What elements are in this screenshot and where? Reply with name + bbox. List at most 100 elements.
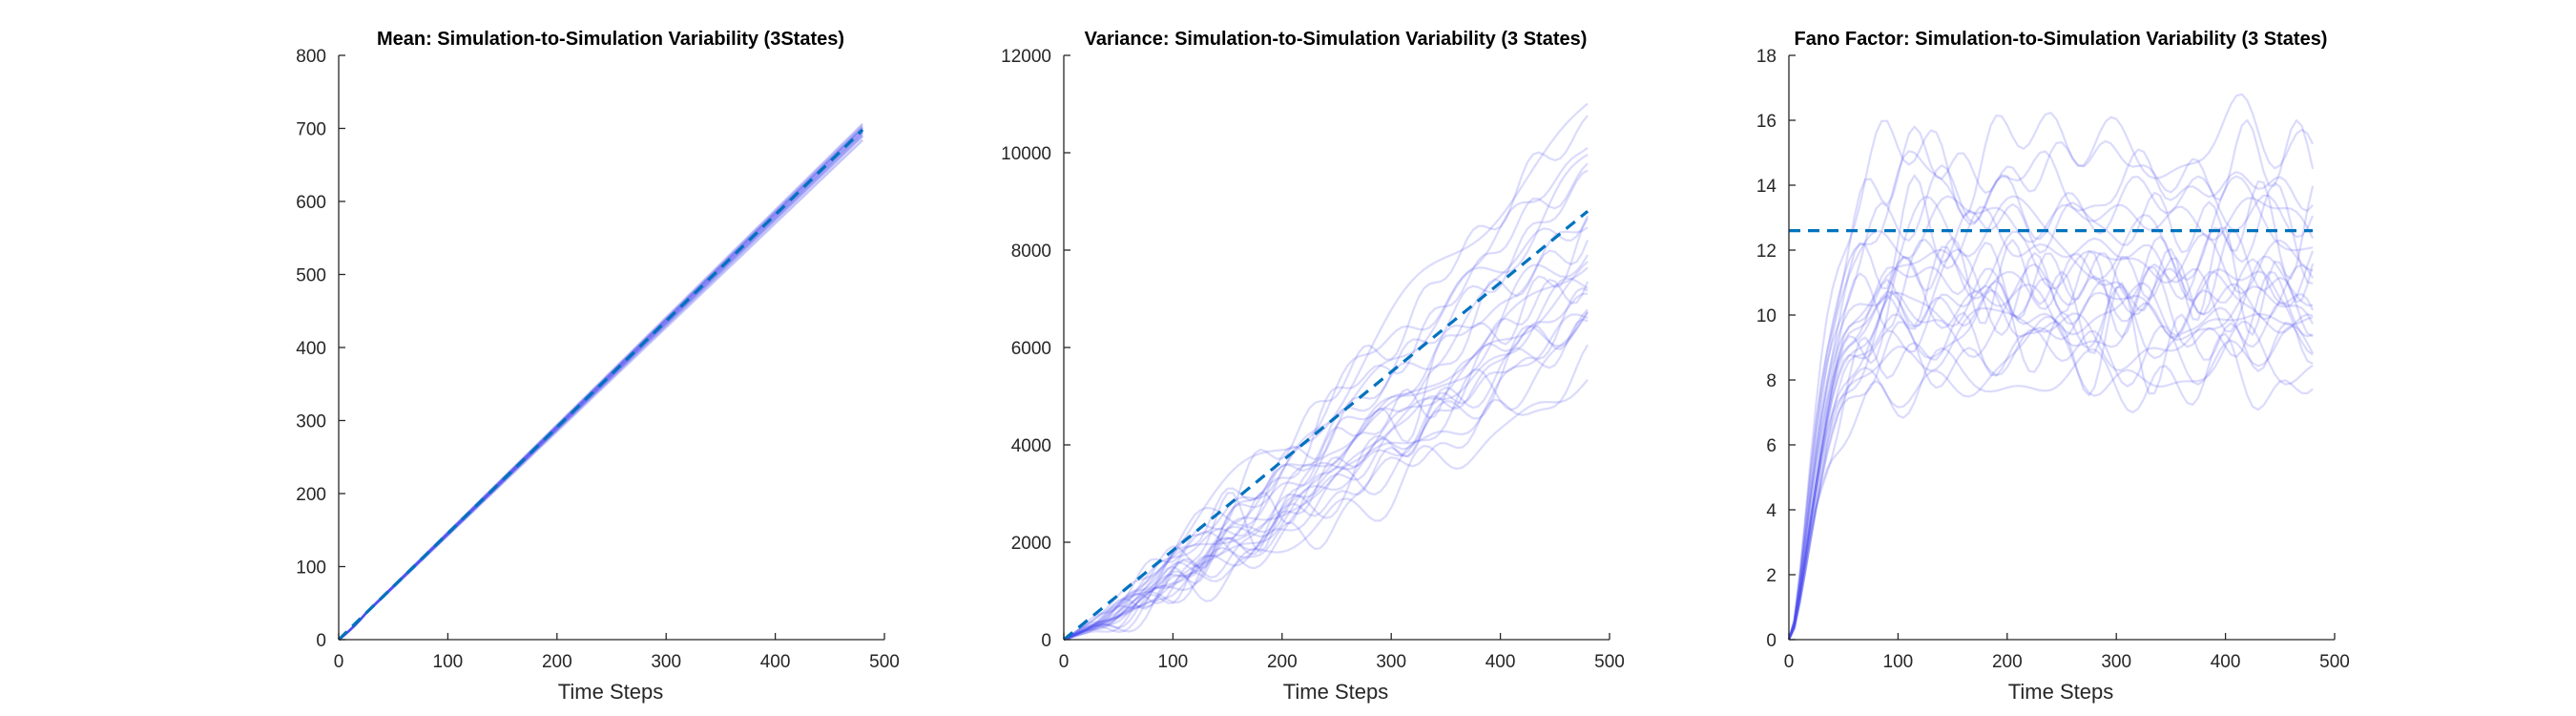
fano-y-tick-label: 18 [1756,47,1776,67]
fano-y-tick-label: 2 [1766,566,1776,586]
mean-x-tick-label: 400 [760,652,791,672]
fano-simulation-line-24 [1787,248,2314,641]
variance-x-tick-label: 500 [1594,652,1625,672]
fano-simulation-line-22 [1787,226,2315,641]
fano-simulation-line-10 [1787,230,2314,641]
variance-simulation-line-14 [1063,292,1589,642]
mean-x-tick-label: 300 [651,652,681,672]
variance-simulation-line-17 [1063,310,1589,642]
variance-simulation-line-23 [1063,254,1589,642]
fano-x-tick-label: 100 [1883,652,1914,672]
variance-y-tick-label: 12000 [1001,47,1051,67]
fano-simulation-line-17 [1787,306,2314,641]
variance-simulation-line-15 [1063,308,1589,642]
mean-x-tick-label: 0 [334,652,344,672]
variance-simulation-line-24 [1063,153,1589,642]
variance-x-tick-label: 100 [1158,652,1189,672]
variance-simulation-line-3 [1063,146,1589,641]
variance-simulation-line-18 [1063,313,1589,642]
variance-y-tick-label: 10000 [1001,144,1051,164]
variance-simulation-line-16 [1063,286,1589,642]
fano-axes: 0 100 200 300 400 500 0 2 4 6 8 10 12 14 16 18 [1756,47,2350,672]
variance-y-tick-label: 0 [1041,631,1051,651]
variance-simulation-line-13 [1063,277,1589,642]
variance-simulation-line-5 [1063,169,1589,642]
fano-simulation-line-16 [1787,280,2314,641]
fano-plot-area [1787,93,2315,641]
fano-simulation-line-12 [1787,258,2315,641]
fano-simulation-line-8 [1787,230,2314,641]
fano-simulation-line-1 [1787,93,2315,641]
mean-y-tick-label: 200 [296,485,326,505]
mean-y-tick-label: 100 [296,558,326,579]
variance-simulation-line-2 [1063,115,1589,641]
fano-simulation-line-4 [1787,164,2315,641]
fano-simulation-line-23 [1787,174,2315,641]
fano-simulation-line-2 [1787,118,2315,641]
fano-title: Fano Factor: Simulation-to-Simulation Va… [1795,29,2328,50]
mean-x-tick-label: 200 [542,652,572,672]
fano-simulation-line-7 [1787,181,2314,641]
variance-y-tick-label: 8000 [1011,242,1051,262]
fano-y-tick-label: 16 [1756,112,1776,132]
fano-x-tick-label: 0 [1784,652,1795,672]
fano-simulation-line-11 [1787,255,2315,641]
variance-simulation-line-6 [1063,215,1589,642]
fano-simulation-line-9 [1787,235,2315,641]
variance-panel: Variance: Simulation-to-Simulation Varia… [1001,29,1625,704]
variance-y-tick-label: 6000 [1011,339,1051,359]
variance-x-tick-label: 200 [1267,652,1298,672]
mean-plot-area [337,123,864,642]
variance-simulation-line-1 [1063,102,1589,641]
fano-simulation-line-6 [1787,175,2314,641]
fano-simulation-line-19 [1788,321,2315,641]
fano-panel: Fano Factor: Simulation-to-Simulation Va… [1756,29,2350,704]
fano-y-tick-label: 0 [1766,631,1776,651]
variance-simulation-line-9 [1063,218,1589,641]
mean-axes: 0 100 200 300 400 500 0 100 200 300 400 500 600 700 80… [296,47,900,672]
variance-y-tick-label: 2000 [1011,534,1051,554]
fano-simulation-line-18 [1787,282,2314,641]
fano-simulation-line-20 [1788,316,2314,641]
variance-plot-area [1062,102,1589,642]
variance-title: Variance: Simulation-to-Simulation Varia… [1085,29,1588,50]
fano-simulation-line-21 [1788,332,2314,641]
fano-y-tick-label: 8 [1766,371,1776,391]
variance-reference-dashed-line [1062,209,1589,642]
mean-title: Mean: Simulation-to-Simulation Variabili… [377,29,844,50]
mean-y-tick-label: 400 [296,339,326,359]
mean-x-tick-label: 500 [869,652,900,672]
mean-y-tick-label: 300 [296,412,326,432]
fano-x-tick-label: 200 [1992,652,2023,672]
mean-y-tick-label: 700 [296,120,326,140]
mean-y-tick-label: 0 [316,631,326,651]
variance-axes: 0 100 200 300 400 500 0 2000 4000 6000 8000 10000 12… [1001,47,1625,672]
fano-y-tick-label: 12 [1756,242,1776,262]
mean-y-tick-label: 500 [296,266,326,286]
fano-y-tick-label: 10 [1756,306,1776,326]
variance-simulation-line-12 [1063,261,1589,641]
mean-reference-dashed-line [337,128,864,642]
variance-simulation-line-7 [1063,226,1589,641]
fano-simulation-line-3 [1787,148,2314,641]
fano-x-tick-label: 500 [2319,652,2350,672]
fano-simulation-line-14 [1787,284,2315,641]
fano-simulation-line-13 [1787,267,2314,641]
variance-simulation-line-22 [1063,318,1589,642]
variance-y-tick-label: 4000 [1011,436,1051,456]
mean-panel: Mean: Simulation-to-Simulation Variabili… [296,29,900,704]
variance-x-tick-label: 400 [1485,652,1516,672]
variance-simulation-line-19 [1063,311,1589,642]
mean-y-tick-label: 600 [296,193,326,213]
variance-x-tick-label: 300 [1376,652,1406,672]
variance-x-axis-label: Time Steps [1283,680,1388,704]
fano-y-tick-label: 4 [1766,501,1776,521]
fano-y-tick-label: 14 [1756,177,1777,197]
fano-simulation-line-15 [1787,266,2314,641]
mean-x-axis-label: Time Steps [558,680,663,704]
fano-x-tick-label: 300 [2101,652,2131,672]
variance-simulation-line-11 [1063,278,1589,642]
fano-y-tick-label: 6 [1766,436,1776,456]
mean-x-tick-label: 100 [433,652,464,672]
variance-simulation-line-4 [1063,162,1589,641]
